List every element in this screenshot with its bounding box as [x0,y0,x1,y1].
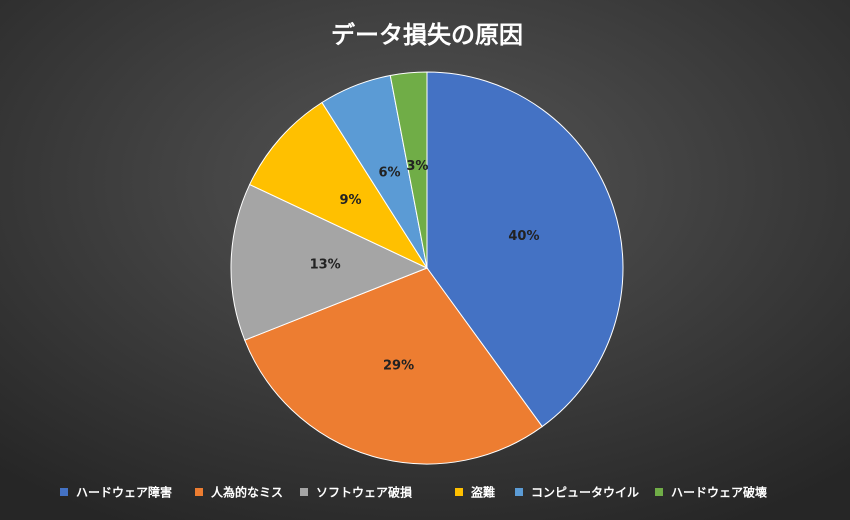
data-label: 29% [383,358,414,373]
legend-label: ハードウェア障害 [76,485,172,500]
legend-label: 盗難 [471,485,495,500]
legend-label: ソフトウェア破損 [316,485,413,500]
pie-slice [244,267,543,465]
data-label: 6% [378,166,400,181]
pie-slice [230,183,429,341]
data-label: 9% [340,193,362,208]
chart-title: データ損失の原因 [331,21,523,49]
pie-slice [426,71,624,428]
legend-swatch [195,488,203,496]
legend-label: ハードウェア破壊 [671,485,768,500]
legend-swatch [60,488,68,496]
data-label: 40% [508,229,539,244]
pie-slice [389,71,428,269]
legend-swatch [515,488,523,496]
legend-label: コンピュータウイル [531,486,639,500]
data-label: 13% [310,257,341,272]
pie-slice [248,101,429,270]
data-label: 3% [406,159,428,174]
legend-swatch [455,488,463,496]
legend-swatch [655,488,663,496]
legend-swatch [300,488,308,496]
legend-label: 人為的なミス [211,485,283,500]
